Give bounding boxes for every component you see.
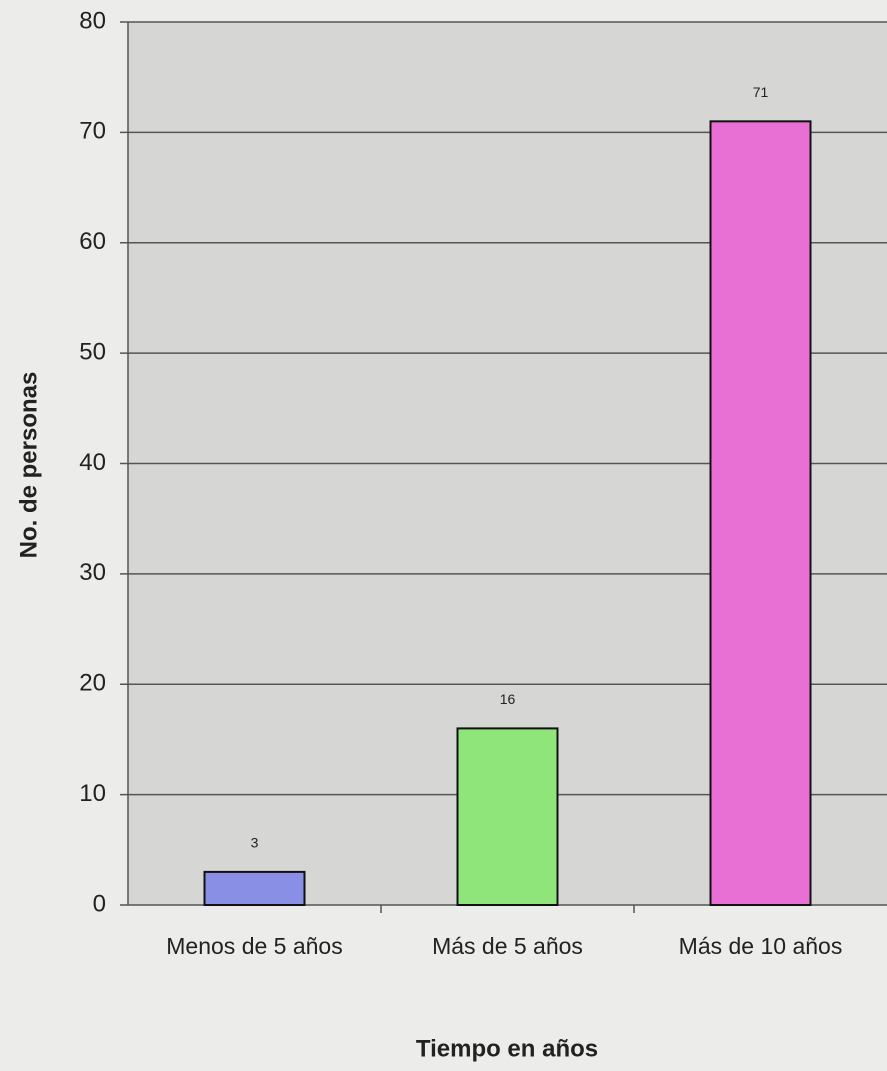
y-tick-label: 10 (79, 780, 106, 807)
bar (709, 120, 812, 906)
data-label: 71 (753, 84, 769, 100)
bar (203, 870, 306, 907)
y-tick-label: 0 (93, 890, 106, 917)
data-label: 3 (251, 835, 259, 851)
y-tick-label: 70 (79, 118, 106, 145)
data-label: 16 (500, 691, 516, 707)
y-tick-label: 20 (79, 670, 106, 697)
x-tick-label: Menos de 5 años (166, 933, 342, 959)
y-axis-title: No. de personas (15, 372, 42, 559)
x-tick-label: Más de 5 años (432, 933, 583, 959)
y-tick-label: 40 (79, 449, 106, 476)
y-tick-label: 50 (79, 338, 106, 365)
y-tick-label: 30 (79, 559, 106, 586)
y-tick-label: 60 (79, 228, 106, 255)
bar (456, 727, 559, 907)
y-tick-label: 80 (79, 7, 106, 34)
x-tick-label: Más de 10 años (679, 933, 843, 959)
x-axis-title: Tiempo en años (416, 1035, 598, 1062)
